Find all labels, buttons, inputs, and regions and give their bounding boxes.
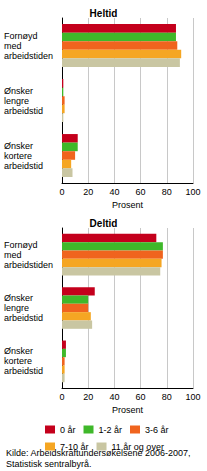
svg-text:Heltid: Heltid [90, 8, 118, 19]
svg-text:Statistisk sentralbyrå.: Statistisk sentralbyrå. [6, 459, 92, 469]
svg-text:100: 100 [185, 187, 200, 197]
svg-text:kortere: kortere [4, 151, 32, 161]
svg-text:11 år og over: 11 år og over [112, 442, 164, 452]
svg-text:1-2 år: 1-2 år [99, 425, 123, 435]
svg-text:arbeidstid: arbeidstid [4, 313, 43, 323]
svg-text:arbeidstid: arbeidstid [4, 161, 43, 171]
svg-text:60: 60 [136, 392, 146, 402]
svg-text:Prosent: Prosent [112, 200, 144, 210]
svg-text:arbeidstid: arbeidstid [4, 366, 43, 376]
svg-text:40: 40 [109, 187, 119, 197]
svg-text:Prosent: Prosent [112, 405, 144, 415]
svg-text:med: med [4, 41, 22, 51]
svg-text:0 år: 0 år [60, 425, 76, 435]
svg-text:Fornøyd: Fornøyd [4, 240, 38, 250]
svg-text:100: 100 [185, 392, 200, 402]
svg-text:lengre: lengre [4, 96, 29, 106]
svg-text:80: 80 [162, 187, 172, 197]
svg-text:3-6 år: 3-6 år [145, 425, 169, 435]
svg-text:Deltid: Deltid [90, 218, 118, 229]
svg-text:Ønsker: Ønsker [4, 86, 33, 96]
svg-text:arbeidstiden: arbeidstiden [4, 51, 53, 61]
svg-text:60: 60 [136, 187, 146, 197]
svg-text:arbeidstiden: arbeidstiden [4, 260, 53, 270]
svg-text:Ønsker: Ønsker [4, 346, 33, 356]
svg-text:arbeidstid: arbeidstid [4, 106, 43, 116]
svg-text:80: 80 [162, 392, 172, 402]
svg-text:lengre: lengre [4, 303, 29, 313]
svg-text:40: 40 [109, 392, 119, 402]
svg-text:0: 0 [59, 392, 64, 402]
svg-text:Ønsker: Ønsker [4, 293, 33, 303]
svg-text:kortere: kortere [4, 356, 32, 366]
svg-text:20: 20 [83, 187, 93, 197]
svg-text:med: med [4, 250, 22, 260]
svg-text:Fornøyd: Fornøyd [4, 31, 38, 41]
svg-text:7-10 år: 7-10 år [60, 442, 89, 452]
svg-text:Kilde: Arbeidskraftundersøkels: Kilde: Arbeidskraftundersøkelsene 2006-2… [6, 447, 191, 458]
svg-text:Ønsker: Ønsker [4, 141, 33, 151]
svg-text:0: 0 [59, 187, 64, 197]
svg-text:20: 20 [83, 392, 93, 402]
